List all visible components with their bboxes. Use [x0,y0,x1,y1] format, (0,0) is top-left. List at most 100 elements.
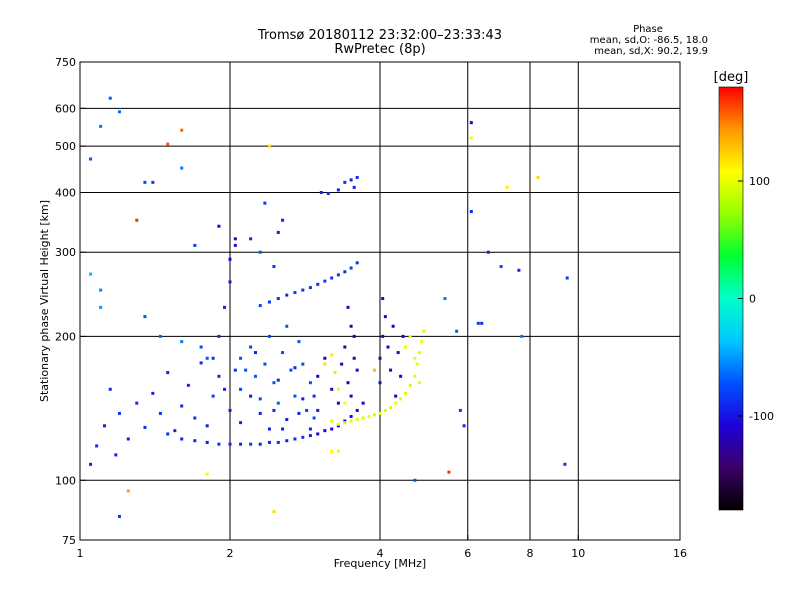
data-point [253,351,257,355]
data-point [340,362,344,366]
data-point [355,175,359,179]
data-point [301,397,305,401]
data-point [316,282,320,286]
data-point [276,297,280,301]
data-point [211,356,215,360]
data-point [276,401,280,405]
data-point [272,265,276,269]
data-point [151,391,155,395]
data-point [205,356,209,360]
data-point [408,383,412,387]
data-point [343,421,347,425]
x-tick-label: 4 [377,547,384,560]
data-point [316,432,320,436]
data-point [249,442,253,446]
data-point [193,243,197,247]
data-point [126,437,130,441]
y-tick-label: 400 [55,186,76,199]
grid [80,62,680,540]
data-point [239,421,243,425]
data-point [308,286,312,290]
data-point [323,356,327,360]
data-point [126,489,130,493]
data-point [272,510,276,514]
data-point [103,424,107,428]
data-point [447,470,451,474]
data-point [228,257,232,261]
data-point [330,427,334,431]
data-point [486,250,490,254]
data-point [276,440,280,444]
data-point [378,381,382,385]
data-point [343,345,347,349]
data-point [301,288,305,292]
data-point [258,442,262,446]
data-point [233,243,237,247]
data-point [114,453,118,457]
data-point [336,401,340,405]
data-point [536,175,540,179]
data-point [378,411,382,415]
data-point [323,362,327,366]
data-point [276,230,280,234]
data-point [258,304,262,308]
data-point [276,378,280,382]
data-point [417,351,421,355]
data-point [89,157,93,161]
phase-stats-x: mean, sd,X: 90.2, 19.9 [594,46,708,57]
data-point [117,411,121,415]
data-point [89,272,93,276]
data-point [343,401,347,405]
data-point [352,356,356,360]
data-point [343,419,347,423]
data-point [308,427,312,431]
data-point [373,413,377,417]
data-point [285,439,289,443]
data-point [223,305,227,309]
data-point [346,305,350,309]
data-point [330,387,334,391]
data-point [389,368,393,372]
data-point [420,340,424,344]
data-point [239,356,243,360]
data-point [199,361,203,365]
data-point [319,190,323,194]
y-tick-label: 100 [55,474,76,487]
data-point [205,472,209,476]
data-point [476,321,480,325]
data-point [297,340,301,344]
data-point [403,391,407,395]
data-point [99,288,103,292]
data-point [267,144,271,148]
data-point [383,408,387,412]
data-point [143,315,147,319]
data-point [381,334,385,338]
data-point [166,371,170,375]
data-point [180,404,184,408]
data-point [349,266,353,270]
x-axis-label: Frequency [MHz] [334,557,426,570]
chart-title: Tromsø 20180112 23:32:00–23:33:43 [257,28,502,43]
data-point [158,411,162,415]
data-point [117,514,121,518]
data-point [108,387,112,391]
data-point [217,334,221,338]
data-point [263,201,267,205]
y-axis-label: Stationary phase Virtual Height [km] [38,200,51,402]
data-point [211,394,215,398]
data-point [173,429,177,433]
data-point [239,442,243,446]
data-point [415,362,419,366]
data-point [180,166,184,170]
data-point [399,397,403,401]
data-point [281,427,285,431]
data-point [312,416,316,420]
data-point [281,351,285,355]
data-point [349,178,353,182]
colorbar-tick-label: -100 [749,410,774,423]
data-point [267,440,271,444]
chart-subtitle: RwPretec (8p) [334,42,425,57]
data-point [333,371,337,375]
data-point [99,305,103,309]
